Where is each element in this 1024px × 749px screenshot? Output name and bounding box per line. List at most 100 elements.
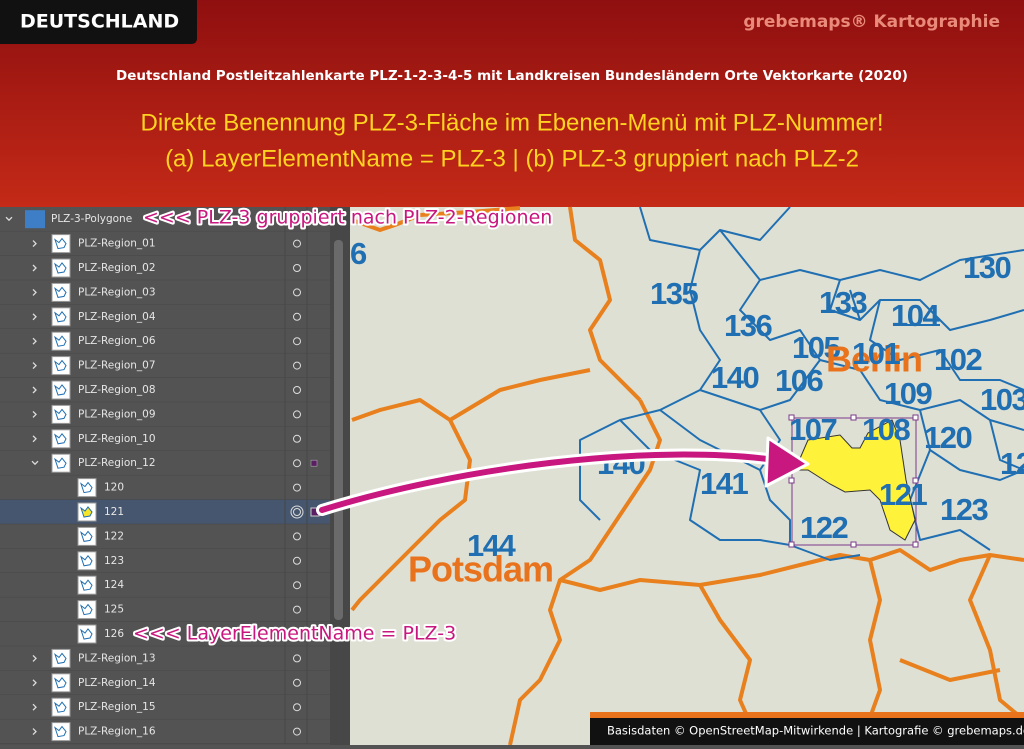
layer-row[interactable]: PLZ-Region_12 <box>0 451 330 476</box>
layer-row-background <box>0 597 330 622</box>
layer-name: PLZ-Region_08 <box>78 384 156 396</box>
scrollbar-thumb[interactable] <box>334 240 343 620</box>
layer-name: PLZ-Region_10 <box>78 433 156 445</box>
map-label: 133 <box>819 285 867 320</box>
thumbnail-shape <box>54 701 67 713</box>
layer-row-background <box>0 621 330 647</box>
layer-thumbnail <box>77 575 97 595</box>
layer-name: PLZ-Region_16 <box>78 726 156 738</box>
layer-row[interactable]: PLZ-Region_08 <box>0 377 330 403</box>
layer-row[interactable]: 123 <box>0 548 330 574</box>
layer-row-background <box>0 207 330 232</box>
layer-row[interactable]: 121 <box>0 499 330 525</box>
thumbnail-shape <box>54 432 67 445</box>
layer-row[interactable]: 120 <box>0 475 330 501</box>
target-circle[interactable] <box>293 288 301 297</box>
layer-row-background <box>0 670 330 695</box>
layer-row[interactable]: PLZ-Region_14 <box>0 670 330 696</box>
expand-toggle[interactable] <box>32 703 37 711</box>
target-circle[interactable] <box>293 556 301 565</box>
expand-toggle[interactable] <box>32 264 37 272</box>
map-label: 108 <box>862 412 910 447</box>
target-circle[interactable] <box>293 410 301 419</box>
target-circle[interactable] <box>293 703 301 712</box>
thumbnail-shape <box>54 286 67 298</box>
target-circle[interactable] <box>293 361 301 370</box>
selection-handles <box>788 414 919 548</box>
layer-row[interactable]: PLZ-Region_04 <box>0 304 330 330</box>
expand-toggle[interactable] <box>32 240 37 248</box>
thumbnail-shape <box>54 262 67 274</box>
layer-thumbnail <box>77 478 97 498</box>
expand-toggle-open[interactable] <box>31 460 39 466</box>
layer-row-background <box>0 548 330 573</box>
layer-name: 123 <box>104 555 124 567</box>
layer-row-background <box>0 402 330 427</box>
map-label: 135 <box>650 276 698 311</box>
layer-row[interactable]: 122 <box>0 524 330 550</box>
layer-row[interactable]: PLZ-Region_07 <box>0 353 330 379</box>
layer-row-background <box>0 475 330 500</box>
target-circle[interactable] <box>293 508 301 516</box>
layer-name: 126 <box>104 628 124 640</box>
layer-thumbnail <box>51 722 71 742</box>
target-circle-selected[interactable] <box>290 505 304 519</box>
expand-toggle[interactable] <box>32 435 37 443</box>
layer-row[interactable]: PLZ-Region_03 <box>0 280 330 306</box>
layer-row[interactable]: PLZ-Region_10 <box>0 426 330 452</box>
map-label: 140 <box>711 360 758 395</box>
expand-toggle[interactable] <box>32 410 37 418</box>
target-circle[interactable] <box>293 239 301 248</box>
expand-toggle-open[interactable] <box>5 216 13 222</box>
selected-area[interactable] <box>794 419 916 541</box>
layer-row-background <box>0 255 330 281</box>
expand-toggle[interactable] <box>32 313 37 321</box>
expand-toggle[interactable] <box>32 679 37 687</box>
layer-row-background <box>0 695 330 720</box>
target-circle[interactable] <box>293 459 301 468</box>
layer-row-background <box>0 499 330 525</box>
target-circle[interactable] <box>293 532 301 541</box>
layer-row-background <box>0 280 330 305</box>
layer-name: 124 <box>104 579 124 591</box>
target-circle[interactable] <box>293 678 301 687</box>
expand-toggle[interactable] <box>32 728 37 736</box>
target-circle[interactable] <box>293 312 301 321</box>
layer-row[interactable]: 124 <box>0 573 330 598</box>
layer-thumbnail <box>77 600 97 620</box>
map-label: 101 <box>852 336 900 371</box>
layer-thumbnail <box>51 380 71 400</box>
thumbnail-shape <box>54 652 67 664</box>
selection-indicator <box>310 459 318 467</box>
expand-toggle[interactable] <box>32 654 37 662</box>
target-circle[interactable] <box>293 581 301 590</box>
target-circle[interactable] <box>293 434 301 443</box>
expand-toggle[interactable] <box>32 386 37 394</box>
target-circle[interactable] <box>293 483 301 492</box>
thumbnail-shape <box>80 603 93 616</box>
target-circle[interactable] <box>293 337 301 346</box>
target-circle[interactable] <box>293 727 301 736</box>
layer-row[interactable]: 126 <box>0 621 330 647</box>
target-circle[interactable] <box>293 386 301 394</box>
map-labels: 6 130 135 133 104 136 105 Berlin 101 102… <box>350 236 1024 589</box>
layer-row[interactable]: PLZ-Region_01 <box>0 231 330 257</box>
layer-row-background <box>0 377 330 403</box>
expand-toggle[interactable] <box>32 288 37 296</box>
layer-row[interactable]: PLZ-Region_09 <box>0 402 330 428</box>
layer-row[interactable]: 125 <box>0 597 330 623</box>
layer-thumbnail <box>51 234 71 254</box>
layer-row[interactable]: PLZ-Region_06 <box>0 329 330 354</box>
layer-row[interactable]: PLZ-Region_15 <box>0 695 330 720</box>
target-circle[interactable] <box>293 264 301 272</box>
layer-row[interactable]: PLZ-Region_13 <box>0 646 330 672</box>
layer-row[interactable]: PLZ-Region_16 <box>0 719 330 745</box>
target-circle[interactable] <box>293 605 301 614</box>
expand-toggle[interactable] <box>32 337 37 345</box>
target-circle[interactable] <box>293 654 301 663</box>
layer-name: PLZ-Region_01 <box>78 238 156 250</box>
layer-thumbnail <box>51 282 71 302</box>
target-circle[interactable] <box>293 630 301 638</box>
layer-row[interactable]: PLZ-Region_02 <box>0 255 330 281</box>
expand-toggle[interactable] <box>32 362 37 370</box>
